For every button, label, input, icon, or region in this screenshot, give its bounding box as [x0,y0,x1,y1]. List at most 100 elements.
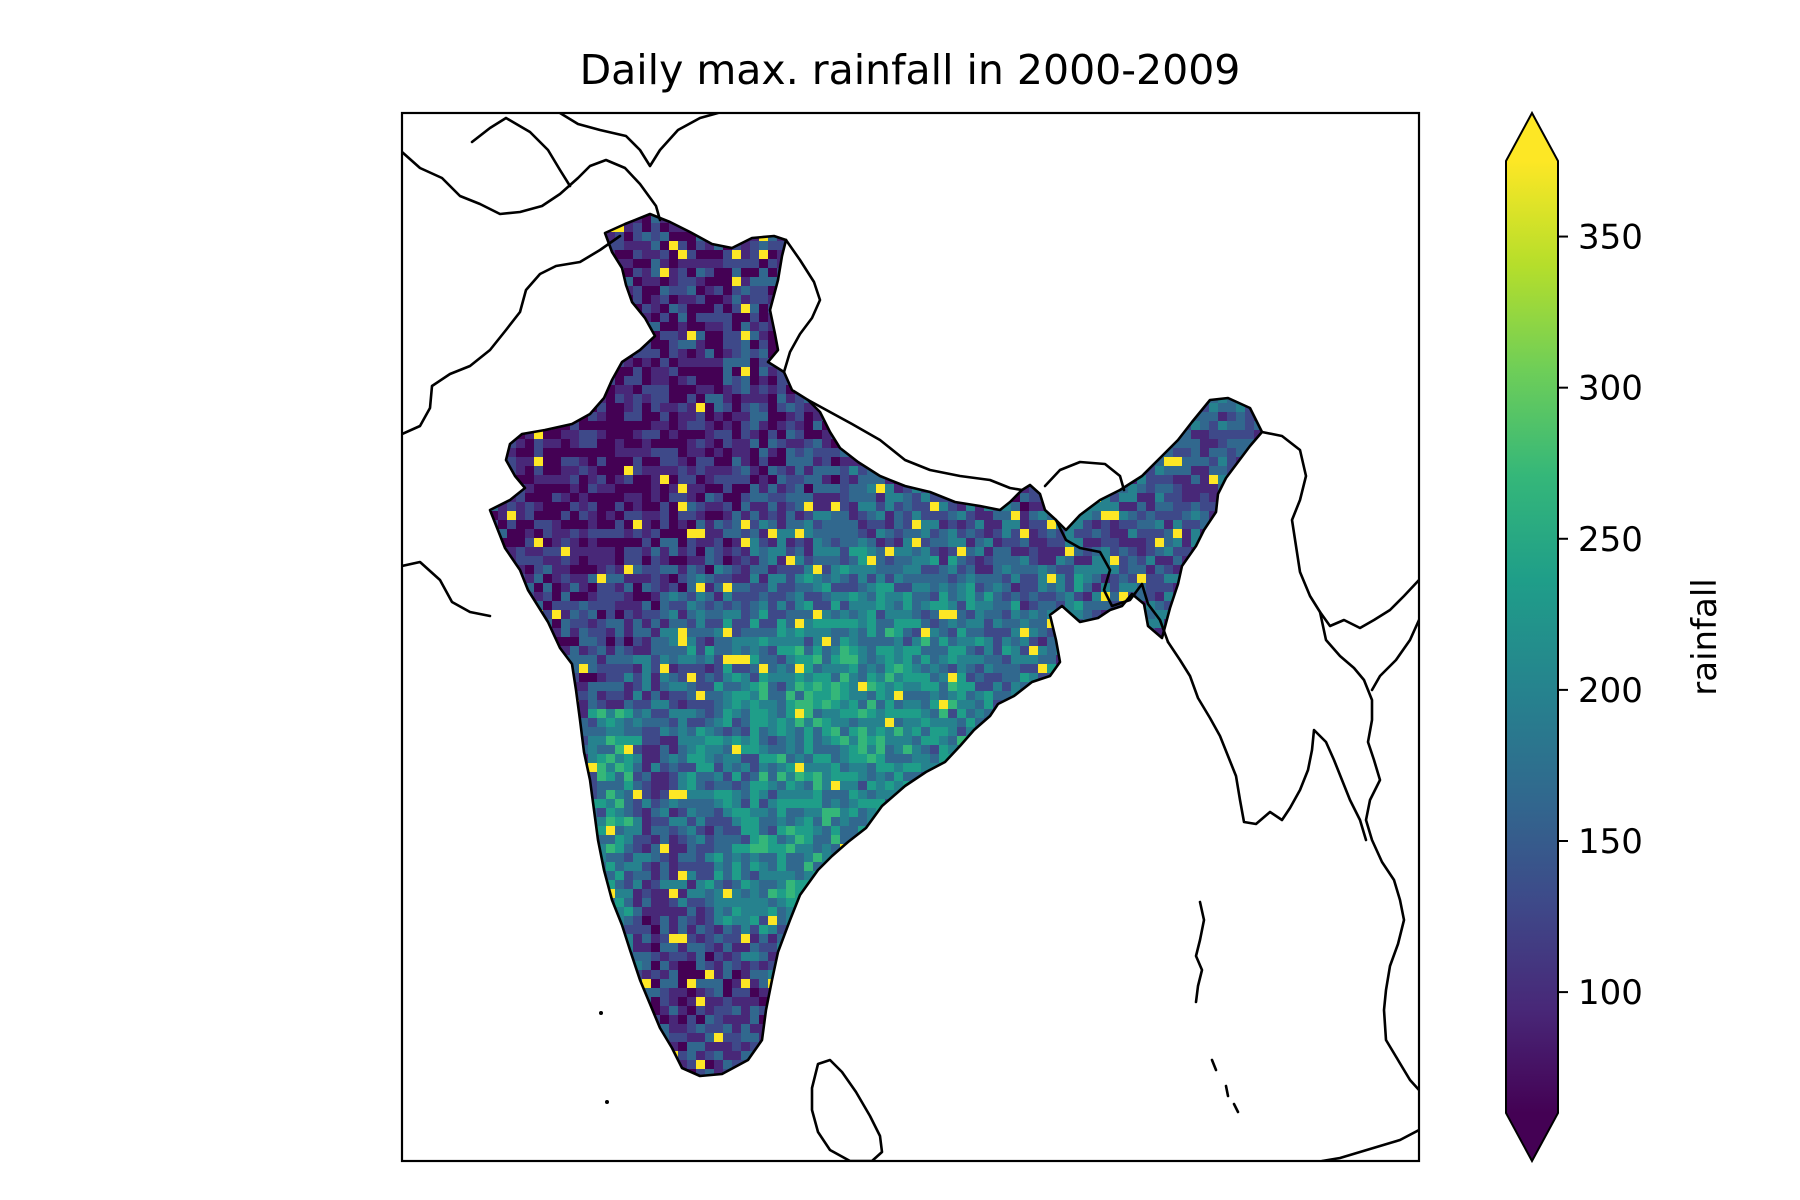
raster-cell [723,538,733,548]
raster-cell [1227,430,1237,440]
raster-cell [543,511,553,521]
raster-cell [750,574,760,584]
raster-cell [633,592,643,602]
raster-cell [624,619,634,629]
raster-cell [678,232,688,242]
raster-cell [1029,538,1039,548]
raster-cell [714,619,724,629]
raster-cell [588,520,598,530]
raster-cell [858,610,868,620]
raster-cell [1173,511,1183,521]
raster-cell [903,700,913,710]
raster-cell [642,232,652,242]
raster-cell [894,628,904,638]
raster-cell [795,421,805,431]
raster-cell [669,223,679,233]
raster-cell [687,493,697,503]
raster-cell [687,682,697,692]
raster-cell [660,367,670,377]
raster-cell [759,709,769,719]
raster-cell [849,664,859,674]
raster-cell [705,331,715,341]
raster-cell [1020,664,1030,674]
raster-cell [1092,565,1102,575]
raster-cell [669,385,679,395]
raster-cell [687,412,697,422]
raster-cell [1056,538,1066,548]
raster-cell [768,448,778,458]
raster-cell [732,250,742,260]
raster-cell [615,574,625,584]
raster-cell [705,628,715,638]
raster-cell [993,682,1003,692]
raster-cell [741,340,751,350]
raster-cell [714,529,724,539]
raster-cell [876,655,886,665]
raster-cell [570,430,580,440]
raster-cell [651,259,661,269]
raster-cell [750,655,760,665]
raster-cell [570,637,580,647]
raster-cell [957,628,967,638]
raster-cell [516,502,526,512]
raster-cell [885,637,895,647]
raster-cell [750,448,760,458]
raster-cell [777,511,787,521]
raster-cell [1155,565,1165,575]
raster-cell [1209,493,1219,503]
raster-cell [777,466,787,476]
raster-cell [1155,574,1165,584]
raster-cell [975,637,985,647]
raster-cell [813,610,823,620]
raster-cell [957,547,967,557]
raster-cell [714,376,724,386]
raster-cell [858,592,868,602]
raster-cell [957,583,967,593]
raster-cell [534,556,544,566]
raster-cell [714,673,724,683]
raster-cell [615,583,625,593]
raster-cell [786,556,796,566]
raster-cell [867,682,877,692]
raster-cell [993,601,1003,611]
raster-cell [1011,547,1021,557]
raster-cell [822,556,832,566]
raster-cell [723,673,733,683]
raster-cell [687,268,697,278]
raster-cell [651,691,661,701]
raster-cell [822,502,832,512]
raster-cell [660,358,670,368]
raster-cell [1065,556,1075,566]
raster-cell [885,592,895,602]
raster-cell [957,556,967,566]
raster-cell [552,439,562,449]
raster-cell [669,295,679,305]
raster-cell [957,529,967,539]
raster-cell [678,358,688,368]
raster-cell [795,637,805,647]
raster-cell [678,268,688,278]
raster-cell [741,403,751,413]
raster-cell [975,547,985,557]
raster-cell [588,529,598,539]
raster-cell [759,340,769,350]
raster-cell [795,646,805,656]
raster-cell [561,565,571,575]
raster-cell [768,457,778,467]
raster-cell [1020,592,1030,602]
raster-cell [741,673,751,683]
raster-cell [1083,556,1093,566]
raster-cell [651,673,661,683]
raster-cell [858,565,868,575]
raster-cell [660,583,670,593]
raster-cell [714,286,724,296]
raster-cell [921,610,931,620]
raster-cell [1029,601,1039,611]
raster-cell [624,574,634,584]
raster-cell [1011,511,1021,521]
raster-cell [768,700,778,710]
raster-cell [696,376,706,386]
raster-cell [885,619,895,629]
raster-cell [669,322,679,332]
raster-cell [660,430,670,440]
